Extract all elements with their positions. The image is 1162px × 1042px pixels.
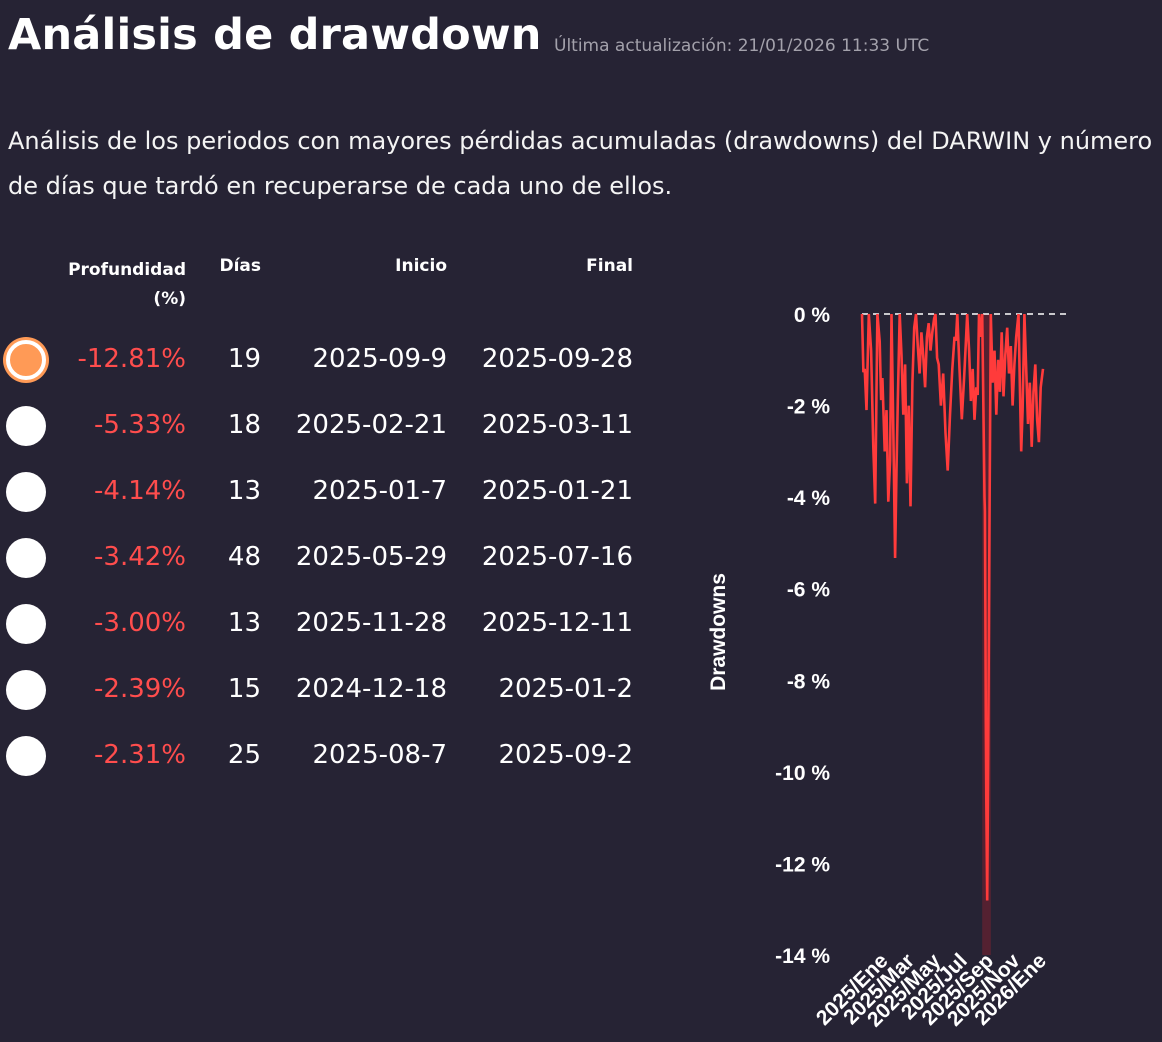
section-description: Análisis de los periodos con mayores pér… (8, 127, 1153, 200)
cell-depth: -2.31% (94, 740, 186, 770)
cell-start: 2024-12-18 (295, 674, 447, 704)
table-row[interactable]: -5.33% 18 2025-02-21 2025-03-11 (0, 399, 660, 459)
row-radio-button[interactable] (6, 736, 46, 776)
cell-days: 15 (227, 674, 261, 704)
cell-end: 2025-07-16 (481, 542, 633, 572)
cell-end: 2025-01-21 (481, 476, 633, 506)
table-row[interactable]: -4.14% 13 2025-01-7 2025-01-21 (0, 465, 660, 525)
cell-end: 2025-01-2 (498, 674, 633, 704)
y-tick-label: -4 % (787, 487, 831, 510)
row-radio-button[interactable] (6, 406, 46, 446)
cell-depth: -3.42% (94, 542, 186, 572)
y-tick-label: -6 % (787, 579, 831, 602)
cell-depth: -4.14% (94, 476, 186, 506)
table-row[interactable]: -3.42% 48 2025-05-29 2025-07-16 (0, 531, 660, 591)
row-radio-button[interactable] (6, 670, 46, 710)
y-axis-label: Drawdowns (707, 573, 730, 691)
cell-days: 19 (227, 344, 261, 374)
row-radio-button[interactable] (6, 340, 46, 380)
cell-start: 2025-08-7 (312, 740, 447, 770)
y-tick-label: 0 % (794, 304, 831, 327)
cell-days: 13 (227, 608, 261, 638)
table-row[interactable]: -2.39% 15 2024-12-18 2025-01-2 (0, 663, 660, 723)
cell-start: 2025-02-21 (295, 410, 447, 440)
y-tick-label: -10 % (775, 762, 830, 785)
cell-end: 2025-09-28 (481, 344, 633, 374)
row-radio-button[interactable] (6, 604, 46, 644)
cell-end: 2025-03-11 (481, 410, 633, 440)
column-header-end[interactable]: Final (586, 256, 633, 276)
column-header-days[interactable]: Días (219, 256, 261, 276)
cell-days: 25 (227, 740, 261, 770)
last-updated-timestamp: Última actualización: 21/01/2026 11:33 U… (554, 36, 930, 56)
cell-depth: -3.00% (94, 608, 186, 638)
y-tick-label: -12 % (775, 853, 830, 876)
cell-start: 2025-09-9 (312, 344, 447, 374)
cell-start: 2025-01-7 (312, 476, 447, 506)
cell-end: 2025-09-2 (498, 740, 633, 770)
table-row[interactable]: -3.00% 13 2025-11-28 2025-12-11 (0, 597, 660, 657)
cell-depth: -2.39% (94, 674, 186, 704)
y-tick-label: -2 % (787, 396, 831, 419)
cell-days: 48 (227, 542, 261, 572)
y-tick-label: -8 % (787, 670, 831, 693)
cell-depth: -5.33% (94, 410, 186, 440)
y-tick-label: -14 % (775, 945, 830, 968)
row-radio-button[interactable] (6, 538, 46, 578)
cell-start: 2025-05-29 (295, 542, 447, 572)
cell-start: 2025-11-28 (295, 608, 447, 638)
column-header-start[interactable]: Inicio (395, 256, 447, 276)
cell-days: 13 (227, 476, 261, 506)
table-row[interactable]: -12.81% 19 2025-09-9 2025-09-28 (0, 333, 660, 393)
cell-depth: -12.81% (77, 344, 186, 374)
table-row[interactable]: -2.31% 25 2025-08-7 2025-09-2 (0, 729, 660, 789)
row-radio-button[interactable] (6, 472, 46, 512)
page-title: Análisis de drawdown (8, 10, 542, 60)
cell-end: 2025-12-11 (481, 608, 633, 638)
column-header-depth[interactable]: Profundidad (%) (68, 260, 186, 309)
drawdown-series-line (860, 313, 1045, 901)
cell-days: 18 (227, 410, 261, 440)
